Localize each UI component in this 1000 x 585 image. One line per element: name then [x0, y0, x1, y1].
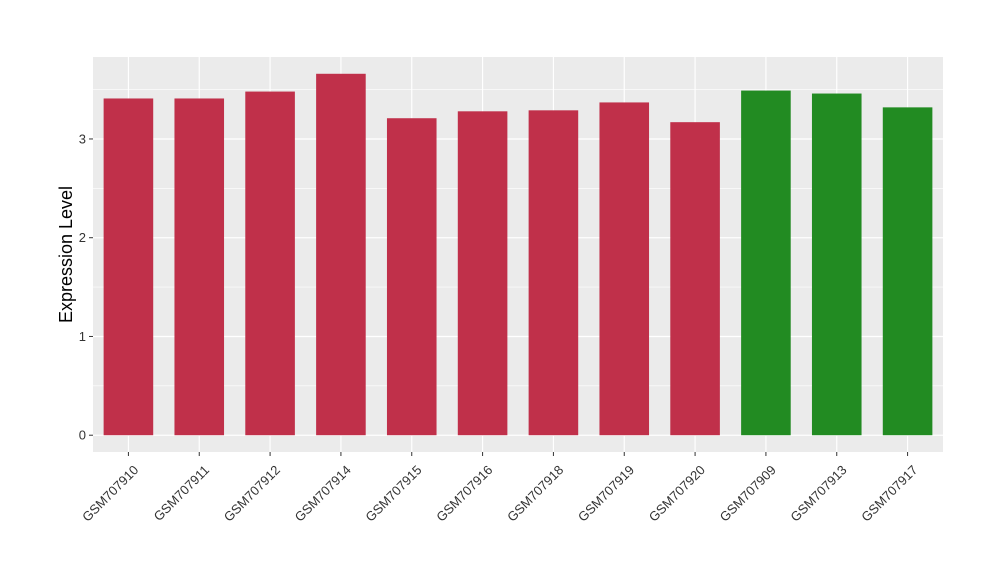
- y-tick-label: 3: [79, 131, 86, 146]
- y-tick-label: 0: [79, 428, 86, 443]
- bar-gsm707917: [882, 107, 933, 436]
- x-tick-label: GSM707913: [787, 462, 849, 524]
- x-tick-label: GSM707910: [79, 462, 141, 524]
- x-tick-label: GSM707917: [858, 462, 920, 524]
- x-tick-label: GSM707912: [221, 462, 283, 524]
- bar-gsm707915: [386, 118, 437, 436]
- plot-panel: [93, 57, 943, 452]
- bar-gsm707916: [457, 111, 508, 436]
- y-axis-title: Expression Level: [56, 186, 76, 323]
- x-tick-label: GSM707914: [292, 462, 354, 524]
- bars: [103, 73, 933, 436]
- x-tick-label: GSM707915: [362, 462, 424, 524]
- grid-minor: [93, 89, 943, 387]
- bar-gsm707910: [103, 98, 154, 436]
- y-tick-label: 1: [79, 329, 86, 344]
- x-tick-label: GSM707916: [433, 462, 495, 524]
- x-tick-label: GSM707909: [717, 462, 779, 524]
- x-tick-label: GSM707919: [575, 462, 637, 524]
- y-axis: 0 1 2 3: [79, 131, 93, 443]
- bar-gsm707911: [174, 98, 225, 436]
- x-tick-label: GSM707920: [646, 462, 708, 524]
- bar-gsm707914: [316, 73, 366, 436]
- x-tick-label: GSM707918: [504, 462, 566, 524]
- bar-gsm707918: [528, 110, 579, 436]
- bar-gsm707920: [670, 122, 720, 436]
- x-axis: GSM707910 GSM707911 GSM707912 GSM707914 GSM7…: [79, 452, 920, 525]
- bar-gsm707912: [245, 91, 295, 436]
- bar-gsm707913: [811, 93, 862, 436]
- bar-gsm707919: [599, 102, 650, 436]
- y-tick-label: 2: [79, 230, 86, 245]
- x-tick-label: GSM707911: [151, 462, 213, 524]
- bar-gsm707909: [741, 90, 791, 436]
